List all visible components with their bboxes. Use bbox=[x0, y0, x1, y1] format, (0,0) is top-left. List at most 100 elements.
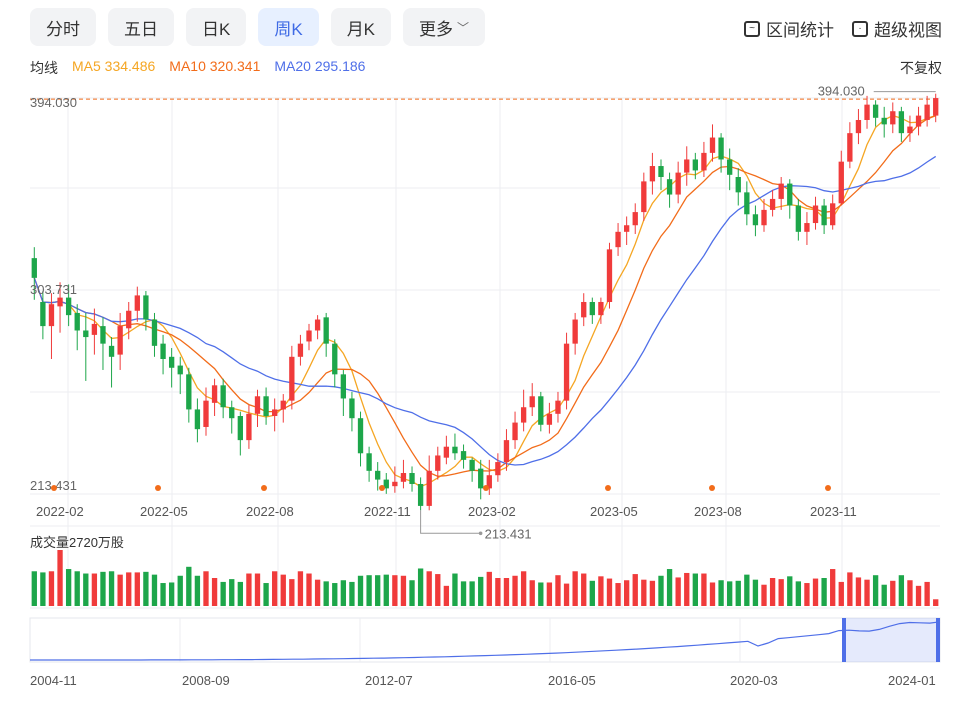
volume-bar bbox=[134, 572, 140, 606]
volume-bar bbox=[812, 578, 819, 606]
month-marker-dot bbox=[261, 485, 267, 491]
volume-bar bbox=[658, 575, 664, 606]
candle-body bbox=[787, 183, 793, 206]
month-marker-dot bbox=[825, 485, 831, 491]
candle-body bbox=[409, 473, 415, 484]
ma10-line bbox=[33, 114, 936, 477]
overview-navigator[interactable]: 2004-11 2008-09 2012-07 2016-05 2020-03 2024-… bbox=[29, 617, 941, 688]
volume-bar bbox=[168, 582, 175, 606]
volume-bar bbox=[804, 583, 810, 606]
chevron-down-icon: ﹀ bbox=[457, 20, 470, 35]
month-marker-dot bbox=[155, 485, 161, 491]
volume-bar bbox=[555, 575, 561, 606]
candle-body bbox=[426, 470, 432, 506]
volume-bar bbox=[744, 574, 750, 606]
volume-label: 成交量2720万股 bbox=[30, 535, 124, 550]
candle-body bbox=[400, 473, 407, 482]
volume-bar bbox=[460, 581, 467, 606]
super-view-label: 超级视图 bbox=[874, 21, 942, 40]
volume-bar bbox=[632, 574, 638, 606]
volume-bar bbox=[495, 578, 501, 606]
overview-selection bbox=[844, 618, 938, 662]
tab-more[interactable]: 更多 ﹀ bbox=[403, 8, 486, 46]
candle-body bbox=[890, 111, 896, 125]
range-stat-button[interactable]: ~ 区间统计 bbox=[744, 16, 834, 41]
candle-body bbox=[254, 396, 261, 414]
volume-bar bbox=[907, 580, 913, 606]
grid bbox=[30, 97, 940, 609]
volume-bar bbox=[769, 578, 776, 606]
volume-bar bbox=[306, 573, 312, 606]
x-tick-label: 2022-02 bbox=[36, 504, 84, 519]
volume-bar bbox=[91, 573, 98, 606]
tab-label: 更多 bbox=[419, 19, 454, 39]
candle-body bbox=[486, 475, 492, 489]
volume-bars bbox=[31, 550, 939, 606]
volume-bar bbox=[48, 571, 55, 606]
volume-bar bbox=[864, 579, 870, 606]
tab-daily-k[interactable]: 日K bbox=[186, 8, 247, 46]
candle-body bbox=[838, 161, 844, 204]
super-view-button[interactable]: · 超级视图 bbox=[852, 16, 942, 41]
candle-body bbox=[847, 133, 853, 162]
volume-bar bbox=[357, 575, 364, 606]
volume-bar bbox=[108, 571, 115, 606]
volume-bar bbox=[160, 583, 166, 606]
candle-body bbox=[907, 126, 913, 134]
tab-weekly-k[interactable]: 周K bbox=[258, 8, 319, 46]
volume-bar bbox=[452, 573, 458, 606]
overview-tick-label: 2020-03 bbox=[730, 673, 778, 688]
volume-bar bbox=[898, 575, 905, 606]
range-stat-icon: ~ bbox=[744, 20, 760, 37]
x-tick-label: 2022-11 bbox=[364, 504, 411, 519]
candle-body bbox=[649, 166, 656, 182]
x-tick-label: 2023-02 bbox=[468, 504, 516, 519]
range-stat-label: 区间统计 bbox=[766, 21, 834, 40]
volume-bar bbox=[340, 580, 347, 606]
volume-bar bbox=[727, 581, 733, 606]
volume-bar bbox=[623, 580, 630, 606]
volume-bar bbox=[400, 575, 407, 606]
candle-body bbox=[383, 479, 389, 489]
tab-monthly-k[interactable]: 月K bbox=[330, 8, 392, 46]
candle-body bbox=[632, 212, 638, 226]
candle-body bbox=[855, 119, 862, 134]
candle-body bbox=[701, 152, 707, 171]
candle-body bbox=[452, 446, 458, 454]
candle-body bbox=[323, 317, 329, 344]
candle-body bbox=[658, 166, 664, 178]
volume-bar bbox=[838, 581, 844, 606]
adjust-toggle[interactable]: 不复权 bbox=[900, 58, 942, 78]
tab-timeshare[interactable]: 分时 bbox=[30, 8, 96, 46]
candle-body bbox=[666, 179, 673, 195]
candle-body bbox=[40, 301, 46, 327]
candle-body bbox=[529, 396, 535, 408]
candle-body bbox=[108, 345, 115, 357]
candles bbox=[31, 93, 939, 511]
month-marker-dot bbox=[51, 485, 57, 491]
candle-body bbox=[297, 343, 304, 357]
ma-label: 均线 bbox=[30, 60, 58, 76]
tab-five-day[interactable]: 五日 bbox=[108, 8, 174, 46]
candle-body bbox=[735, 177, 741, 193]
volume-bar bbox=[126, 572, 132, 606]
month-marker-dot bbox=[709, 485, 715, 491]
volume-bar bbox=[915, 585, 922, 606]
ma20-value: MA20 295.186 bbox=[274, 58, 366, 74]
volume-bar bbox=[520, 571, 527, 606]
volume-bar bbox=[538, 582, 544, 606]
tab-label: 日K bbox=[202, 19, 231, 39]
candle-body bbox=[263, 396, 269, 417]
volume-bar bbox=[194, 575, 201, 606]
candle-body bbox=[684, 159, 690, 173]
volume-bar bbox=[332, 583, 338, 606]
candle-body bbox=[830, 203, 836, 226]
month-marker-dot bbox=[605, 485, 611, 491]
overview-tick-label: 2024-01 bbox=[888, 673, 936, 688]
volume-bar bbox=[546, 582, 553, 606]
volume-bar bbox=[314, 579, 321, 606]
volume-bar bbox=[366, 575, 372, 606]
candle-body bbox=[821, 205, 827, 226]
candle-body bbox=[366, 453, 372, 471]
